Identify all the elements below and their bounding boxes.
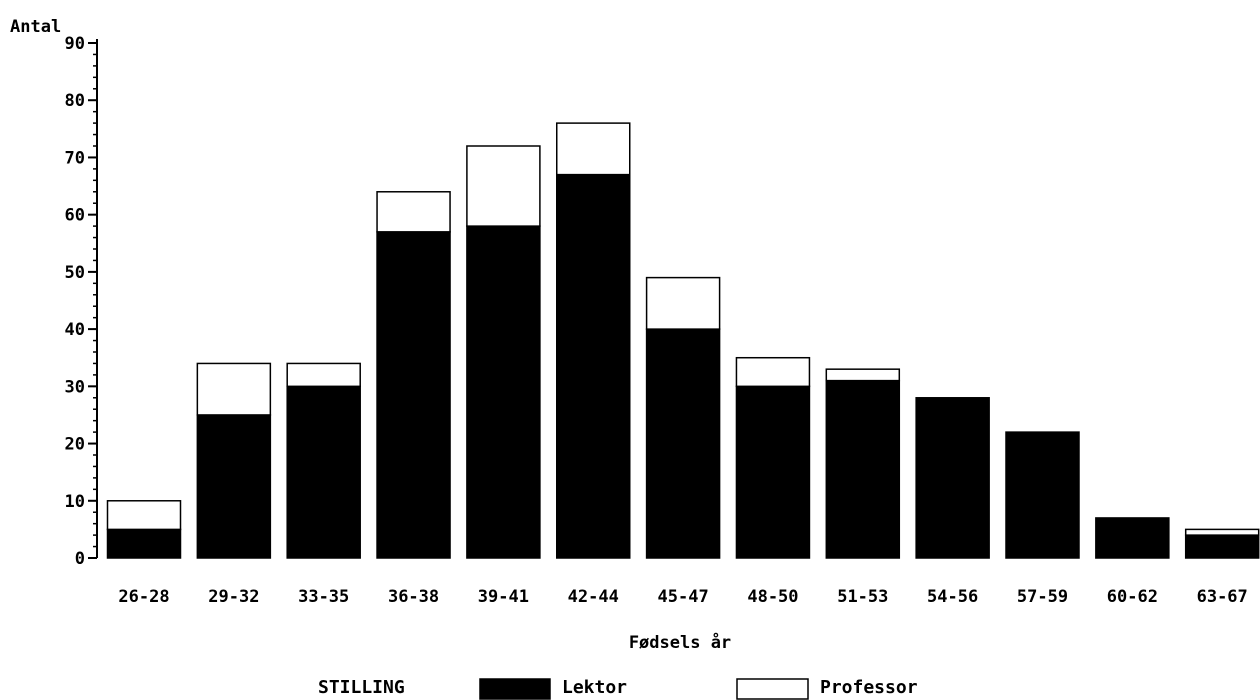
x-tick-label-54-56: 54-56 (927, 587, 978, 607)
y-axis-title: Antal (10, 17, 61, 37)
y-axis: 0 10 20 30 40 50 60 70 80 90 (65, 34, 98, 569)
y-tick-label-40: 40 (65, 320, 85, 340)
x-tick-label-36-38: 36-38 (388, 587, 439, 607)
bar-lektor-63-67 (1184, 534, 1260, 559)
bar-lektor-39-41 (466, 225, 541, 559)
y-tick-label-80: 80 (65, 91, 85, 111)
legend: STILLING Lektor Professor (318, 677, 918, 700)
x-tick-label-29-32: 29-32 (208, 587, 259, 607)
x-tick-label-63-67: 63-67 (1197, 587, 1248, 607)
x-tick-label-33-35: 33-35 (298, 587, 349, 607)
x-tick-label-51-53: 51-53 (837, 587, 888, 607)
bar-lektor-54-56 (915, 397, 990, 559)
y-tick-label-90: 90 (65, 34, 85, 54)
bar-professor-48-50 (735, 356, 811, 388)
bar-professor-39-41 (466, 145, 541, 227)
y-tick-label-50: 50 (65, 263, 85, 283)
bar-professor-63-67 (1184, 528, 1260, 536)
bar-professor-29-32 (196, 362, 272, 416)
bar-professor-33-35 (286, 362, 361, 388)
bar-professor-45-47 (645, 276, 721, 330)
y-tick-label-20: 20 (65, 435, 85, 455)
x-tick-label-26-28: 26-28 (118, 587, 169, 607)
bar-lektor-60-62 (1095, 517, 1170, 559)
bar-lektor-45-47 (645, 328, 721, 559)
y-tick-label-70: 70 (65, 148, 85, 168)
x-axis-title: Fødsels år (629, 631, 731, 653)
bar-lektor-36-38 (376, 231, 451, 559)
bar-professor-42-44 (556, 122, 631, 176)
bar-lektor-26-28 (106, 528, 182, 559)
x-tick-label-60-62: 60-62 (1107, 587, 1158, 607)
bar-lektor-29-32 (196, 414, 272, 559)
x-tick-label-42-44: 42-44 (568, 587, 619, 607)
y-tick-label-10: 10 (65, 492, 85, 512)
legend-label-lektor: Lektor (562, 677, 627, 698)
bar-lektor-33-35 (286, 385, 361, 559)
bar-lektor-48-50 (735, 385, 811, 559)
bar-lektor-57-59 (1005, 431, 1080, 559)
legend-title: STILLING (318, 677, 405, 698)
bars-layer (106, 122, 1260, 559)
bar-professor-51-53 (825, 368, 901, 382)
bar-lektor-42-44 (556, 173, 631, 559)
x-tick-label-45-47: 45-47 (658, 587, 709, 607)
x-tick-label-48-50: 48-50 (747, 587, 798, 607)
bar-professor-36-38 (376, 191, 451, 233)
legend-swatch-lektor (479, 678, 551, 700)
bar-professor-26-28 (106, 500, 182, 531)
x-tick-labels: 26-28 29-32 33-35 36-38 39-41 42-44 45-47 48-50… (118, 587, 1247, 607)
legend-swatch-professor (736, 678, 809, 700)
y-tick-label-60: 60 (65, 206, 85, 226)
x-tick-label-39-41: 39-41 (478, 587, 529, 607)
bar-lektor-51-53 (825, 379, 901, 559)
y-tick-label-0: 0 (75, 549, 85, 569)
x-tick-label-57-59: 57-59 (1017, 587, 1068, 607)
legend-label-professor: Professor (820, 677, 918, 698)
y-tick-label-30: 30 (65, 377, 85, 397)
